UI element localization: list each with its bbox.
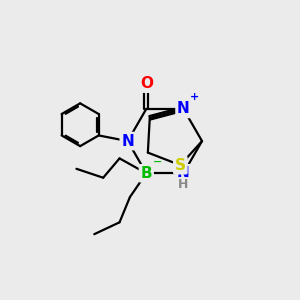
Text: O: O bbox=[140, 76, 153, 91]
Text: H: H bbox=[178, 178, 189, 191]
Text: −: − bbox=[153, 157, 162, 167]
Text: N: N bbox=[177, 101, 190, 116]
Text: B: B bbox=[140, 166, 152, 181]
Text: N: N bbox=[177, 166, 190, 181]
Text: +: + bbox=[190, 92, 199, 102]
Text: S: S bbox=[175, 158, 186, 173]
Text: N: N bbox=[121, 134, 134, 148]
